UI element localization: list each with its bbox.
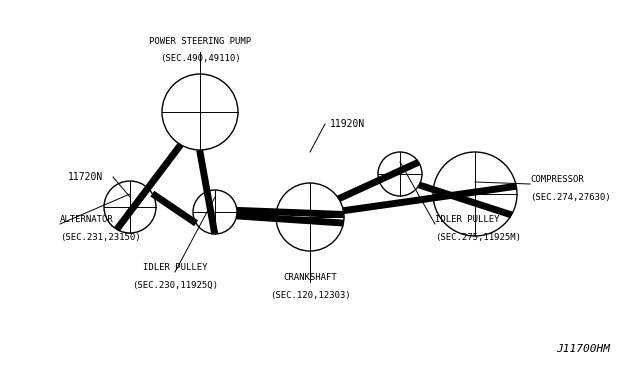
Text: POWER STEERING PUMP: POWER STEERING PUMP: [149, 37, 251, 46]
Text: (SEC.120,12303): (SEC.120,12303): [269, 291, 350, 300]
Text: COMPRESSOR: COMPRESSOR: [530, 175, 584, 184]
Text: (SEC.274,27630): (SEC.274,27630): [530, 193, 611, 202]
Text: 11720N: 11720N: [68, 172, 103, 182]
Text: J11700HM: J11700HM: [556, 344, 610, 354]
Text: (SEC.490,49110): (SEC.490,49110): [160, 54, 240, 63]
Text: (SEC.231,23150): (SEC.231,23150): [60, 233, 141, 242]
Text: 11920N: 11920N: [330, 119, 365, 129]
Text: (SEC.230,11925Q): (SEC.230,11925Q): [132, 281, 218, 290]
Text: IDLER PULLEY: IDLER PULLEY: [435, 215, 499, 224]
Text: CRANKSHAFT: CRANKSHAFT: [283, 273, 337, 282]
Text: IDLER PULLEY: IDLER PULLEY: [143, 263, 207, 272]
Text: (SEC.275,11925M): (SEC.275,11925M): [435, 233, 521, 242]
Text: ALTERNATOR: ALTERNATOR: [60, 215, 114, 224]
